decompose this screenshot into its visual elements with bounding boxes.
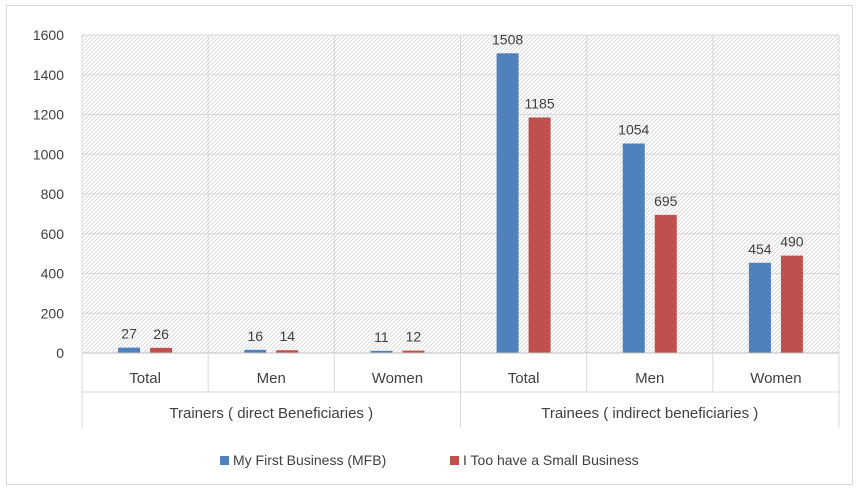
data-label: 27 (121, 326, 137, 342)
data-label: 1185 (525, 95, 555, 111)
bar (370, 350, 393, 353)
category-label: Women (750, 370, 801, 387)
y-tick-label: 400 (41, 266, 65, 282)
data-label: 695 (654, 193, 678, 209)
bar (244, 349, 267, 353)
data-label: 14 (279, 328, 295, 344)
legend-swatch (450, 456, 459, 465)
group-label: Trainers ( direct Beneficiaries ) (169, 405, 373, 422)
category-label: Men (635, 370, 664, 387)
y-tick-label: 1600 (33, 27, 64, 43)
bar (276, 350, 299, 353)
bar (496, 53, 519, 353)
category-label: Women (372, 370, 423, 387)
chart-border (6, 5, 853, 485)
legend-label: My First Business (MFB) (233, 452, 386, 468)
legend-swatch (220, 456, 229, 465)
bar (654, 214, 677, 353)
legend-label: I Too have a Small Business (463, 452, 639, 468)
category-label: Men (257, 370, 286, 387)
category-label: Total (129, 370, 161, 387)
data-label: 454 (748, 241, 772, 257)
bar (622, 143, 645, 353)
data-label: 490 (780, 234, 804, 250)
bar (780, 255, 803, 353)
legend: My First Business (MFB) I Too have a Smal… (220, 452, 639, 468)
bars (118, 53, 803, 353)
bar (150, 347, 173, 353)
bar (748, 262, 771, 353)
data-label: 12 (406, 329, 422, 345)
y-tick-label: 600 (41, 226, 65, 242)
y-tick-label: 800 (41, 186, 65, 202)
data-label: 16 (247, 328, 263, 344)
data-labels: 27 16 11 1508 1054 454 26 14 12 1185 695 490 (121, 31, 804, 345)
data-label: 26 (153, 326, 169, 342)
data-label: 1054 (618, 122, 649, 138)
y-axis: 0 200 400 600 800 1000 1200 1400 1600 (33, 27, 64, 361)
bar (402, 350, 425, 353)
data-label: 1508 (492, 31, 523, 47)
group-label: Trainees ( indirect beneficiaries ) (541, 405, 758, 422)
bar (528, 117, 551, 353)
y-tick-label: 1200 (33, 107, 64, 123)
x-axis: Total Men Women Total Men Women Trainers ( dir… (81, 352, 840, 428)
category-label: Total (508, 370, 540, 387)
data-label: 11 (374, 329, 389, 345)
bar (118, 347, 141, 353)
y-tick-label: 200 (41, 305, 65, 321)
y-tick-label: 0 (56, 345, 64, 361)
y-tick-label: 1400 (33, 67, 64, 83)
y-tick-label: 1000 (33, 146, 64, 162)
